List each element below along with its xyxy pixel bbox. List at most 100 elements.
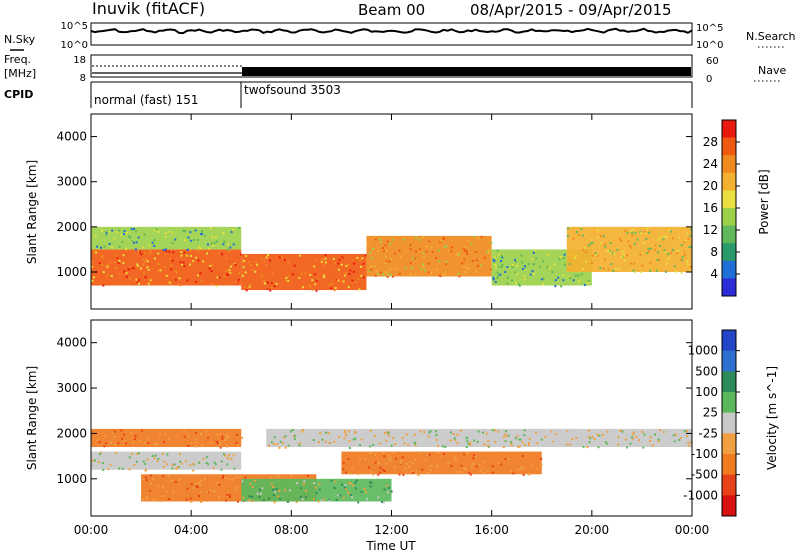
cpid-segment-1: normal (fast) 151 — [94, 93, 198, 107]
power-band-speckle — [602, 267, 605, 270]
power-band-speckle — [667, 253, 670, 256]
velocity-band-speckle — [597, 446, 600, 449]
power-band-speckle — [411, 266, 414, 269]
velocity-band-speckle — [673, 440, 676, 443]
power-band-speckle — [153, 244, 156, 247]
y-tick-label: 3000 — [56, 175, 87, 189]
power-band-speckle — [215, 240, 218, 243]
power-band-speckle — [633, 242, 636, 245]
power-band-speckle — [130, 228, 133, 231]
power-band-speckle — [531, 270, 534, 273]
power-band-speckle — [558, 258, 561, 261]
velocity-band-speckle — [426, 453, 429, 456]
velocity-band-speckle — [325, 431, 328, 434]
power-band-speckle — [663, 249, 666, 252]
power-band-speckle — [444, 273, 447, 276]
power-band-speckle — [127, 283, 130, 286]
power-band-speckle — [409, 244, 412, 247]
velocity-band-speckle — [274, 491, 277, 494]
power-band-speckle — [667, 257, 670, 260]
power-band-speckle — [514, 281, 517, 284]
velocity-band-speckle — [213, 490, 216, 493]
velocity-band-speckle — [235, 488, 238, 491]
power-band-speckle — [470, 242, 473, 245]
power-band-speckle — [583, 284, 586, 287]
velocity-band-speckle — [192, 486, 195, 489]
velocity-band-speckle — [176, 466, 179, 469]
velocity-band-speckle — [132, 441, 135, 444]
velocity-band-speckle — [502, 446, 505, 449]
nave-dense-block — [242, 67, 691, 76]
power-band-speckle — [101, 263, 104, 266]
x-tick-label: 12:00 — [374, 523, 409, 537]
power-band-speckle — [437, 249, 440, 252]
velocity-band-speckle — [343, 437, 346, 440]
power-band-speckle — [656, 259, 659, 262]
power-band-speckle — [436, 268, 439, 271]
velocity-band-speckle — [156, 460, 159, 463]
velocity-band-speckle — [391, 437, 394, 440]
velocity-band-speckle — [441, 445, 444, 448]
velocity-band-speckle — [345, 471, 348, 474]
power-band-speckle — [501, 256, 504, 259]
velocity-band-speckle — [166, 453, 169, 456]
velocity-band-speckle — [504, 457, 507, 460]
power-band-speckle — [391, 238, 394, 241]
velocity-band-speckle — [153, 498, 156, 501]
velocity-band-speckle — [146, 458, 149, 461]
power-band-speckle — [547, 253, 550, 256]
velocity-band-speckle — [123, 440, 126, 443]
power-band-speckle — [93, 250, 96, 253]
power-band-speckle — [590, 238, 593, 241]
velocity-band-speckle — [162, 465, 165, 468]
power-band-speckle — [91, 279, 94, 282]
station-title: Inuvik (fitACF) — [92, 0, 205, 18]
power-band-speckle — [658, 259, 661, 262]
velocity-band-speckle — [418, 452, 421, 455]
power-band-speckle — [136, 263, 139, 266]
velocity-band-speckle — [571, 438, 574, 441]
velocity-band-speckle — [604, 441, 607, 444]
power-band-speckle — [192, 239, 195, 242]
velocity-band-speckle — [228, 478, 231, 481]
power-colorbar-swatch — [722, 137, 736, 156]
power-band-speckle — [351, 279, 354, 282]
velocity-band-speckle — [304, 489, 307, 492]
velocity-band-speckle — [298, 444, 301, 447]
power-band-speckle — [151, 267, 154, 270]
velocity-band-speckle — [383, 470, 386, 473]
velocity-colorbar-swatch — [722, 454, 736, 476]
power-band-speckle — [324, 257, 327, 260]
freq-label-2: [MHz] — [4, 67, 36, 80]
power-band-speckle — [430, 271, 433, 274]
power-band-speckle — [340, 263, 343, 266]
velocity-colorbar-tick-label: 25 — [703, 406, 718, 420]
velocity-band-speckle — [351, 484, 354, 487]
power-band-speckle — [422, 265, 425, 268]
velocity-band-speckle — [215, 434, 218, 437]
velocity-band-speckle — [482, 472, 485, 475]
power-band-speckle — [209, 264, 212, 267]
velocity-band-speckle — [369, 429, 372, 432]
power-band-speckle — [125, 231, 128, 234]
power-band-speckle — [678, 236, 681, 239]
power-band-speckle — [688, 246, 691, 249]
power-band-speckle — [568, 263, 571, 266]
velocity-band-speckle — [372, 473, 375, 476]
freq-tick-right-bottom: 0 — [706, 74, 712, 85]
power-band-speckle — [647, 231, 650, 234]
power-band-speckle — [136, 265, 139, 268]
velocity-band-speckle — [171, 467, 174, 470]
velocity-band-speckle — [199, 432, 202, 435]
power-band-speckle — [422, 252, 425, 255]
power-colorbar-tick-label: 8 — [710, 245, 718, 259]
power-band-speckle — [496, 276, 499, 279]
velocity-band-speckle — [485, 432, 488, 435]
velocity-band-speckle — [459, 471, 462, 474]
power-band-speckle — [170, 268, 173, 271]
power-band-speckle — [548, 266, 551, 269]
velocity-band-speckle — [491, 465, 494, 468]
power-band-speckle — [92, 276, 95, 279]
velocity-colorbar: 1000 500 100 25 -25 -100 -500 -1000 — [683, 329, 740, 517]
